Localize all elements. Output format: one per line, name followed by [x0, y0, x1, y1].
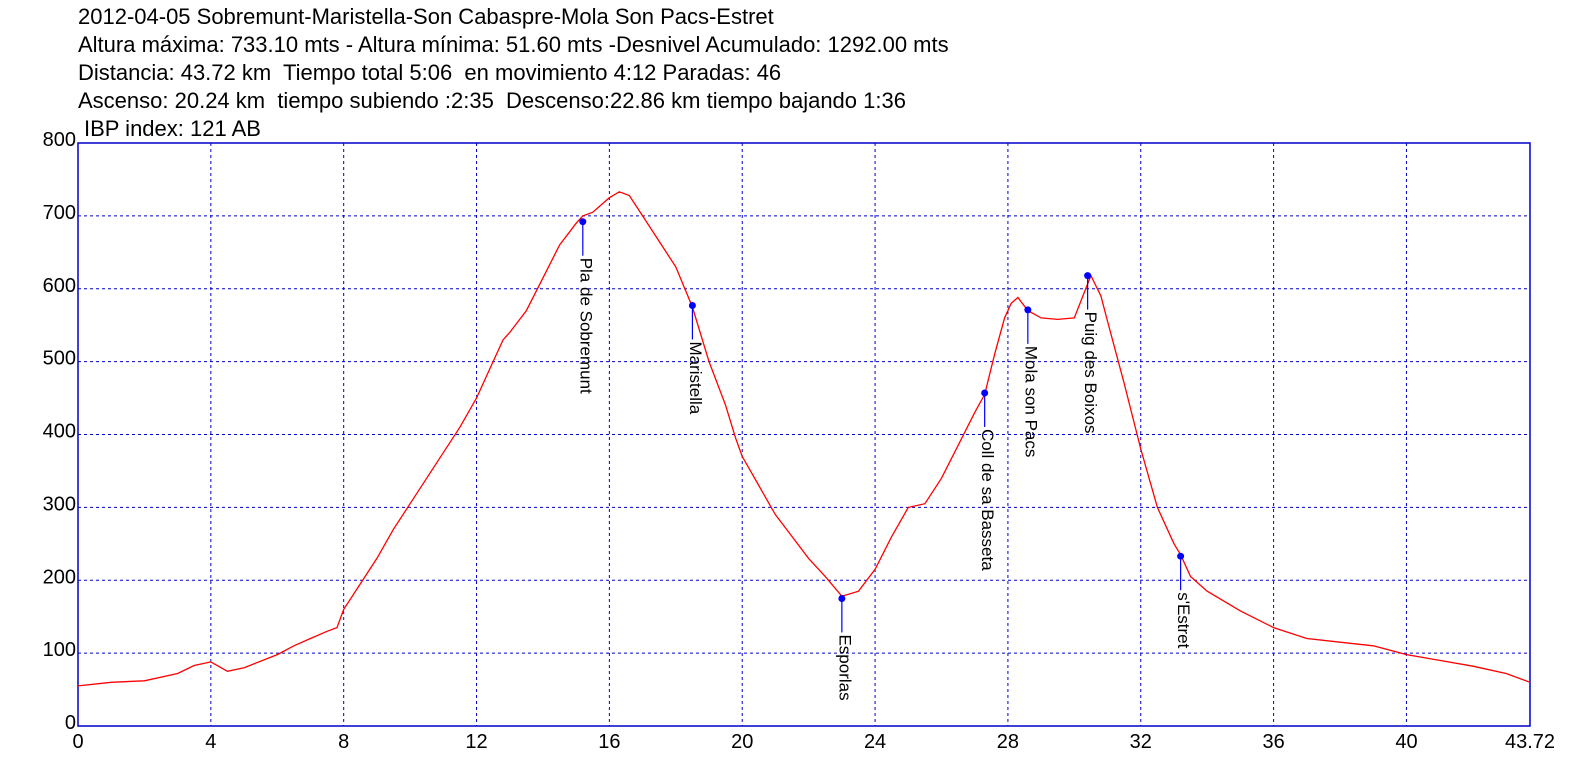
y-tick-label: 700: [43, 202, 76, 224]
waypoint-label: Pla de Sobremunt: [576, 258, 595, 394]
altitude-summary: Altura máxima: 733.10 mts - Altura mínim…: [78, 32, 949, 57]
waypoint-markers: Pla de Sobremunt Maristella Esporlas Coll d…: [576, 218, 1193, 701]
waypoint: Mola son Pacs: [1021, 306, 1040, 457]
plot-frame: [77, 142, 1531, 727]
waypoint-dot: [1084, 272, 1092, 280]
chart-title: 2012-04-05 Sobremunt-Maristella-Son Caba…: [78, 4, 774, 29]
y-tick-label: 100: [43, 639, 76, 661]
elevation-line: [77, 191, 1531, 687]
distance-time-summary: Distancia: 43.72 km Tiempo total 5:06 en…: [78, 60, 782, 85]
waypoint-dot: [838, 594, 846, 602]
waypoint-dot: [579, 218, 587, 226]
y-tick-label: 400: [43, 421, 76, 443]
y-tick-label: 200: [43, 566, 76, 588]
x-tick-label: 24: [864, 731, 886, 753]
x-axis-ticks: 0 4 8 12 16 20 24 28 32 36 40 43.72: [72, 731, 1555, 753]
waypoint-dot: [981, 389, 989, 397]
waypoint-label: Maristella: [686, 342, 705, 415]
x-tick-label: 32: [1130, 731, 1152, 753]
y-tick-label: 500: [43, 348, 76, 370]
x-tick-label: 40: [1395, 731, 1417, 753]
y-axis-ticks: 0 100 200 300 400 500 600 700 800: [43, 129, 76, 734]
x-tick-label: 12: [465, 731, 487, 753]
x-tick-label: 16: [598, 731, 620, 753]
waypoint: Pla de Sobremunt: [576, 218, 595, 394]
x-tick-label: 43.72: [1505, 731, 1555, 753]
waypoint: Puig des Boixos: [1081, 272, 1100, 434]
waypoint: Coll de sa Basseta: [978, 389, 997, 571]
waypoint-label: Esporlas: [835, 634, 854, 700]
y-tick-label: 0: [65, 712, 76, 734]
waypoint-label: s'Estret: [1174, 592, 1193, 648]
waypoint-dot: [1177, 552, 1185, 560]
x-tick-label: 36: [1262, 731, 1284, 753]
waypoint-label: Puig des Boixos: [1081, 312, 1100, 434]
waypoint: s'Estret: [1174, 552, 1193, 649]
ibp-index: IBP index: 121 AB: [84, 116, 261, 141]
x-tick-label: 4: [205, 731, 216, 753]
ascent-descent-summary: Ascenso: 20.24 km tiempo subiendo :2:35 …: [78, 88, 906, 113]
waypoint-label: Mola son Pacs: [1021, 346, 1040, 458]
waypoint: Maristella: [686, 302, 705, 415]
waypoint: Esporlas: [835, 594, 854, 701]
waypoint-label: Coll de sa Basseta: [978, 429, 997, 571]
y-tick-label: 600: [43, 275, 76, 297]
x-tick-label: 8: [338, 731, 349, 753]
x-tick-label: 0: [72, 731, 83, 753]
waypoint-dot: [688, 302, 696, 310]
y-tick-label: 800: [43, 129, 76, 151]
grid: [78, 143, 1530, 726]
y-tick-label: 300: [43, 493, 76, 515]
waypoint-dot: [1024, 306, 1032, 314]
x-tick-label: 28: [997, 731, 1019, 753]
x-tick-label: 20: [731, 731, 753, 753]
